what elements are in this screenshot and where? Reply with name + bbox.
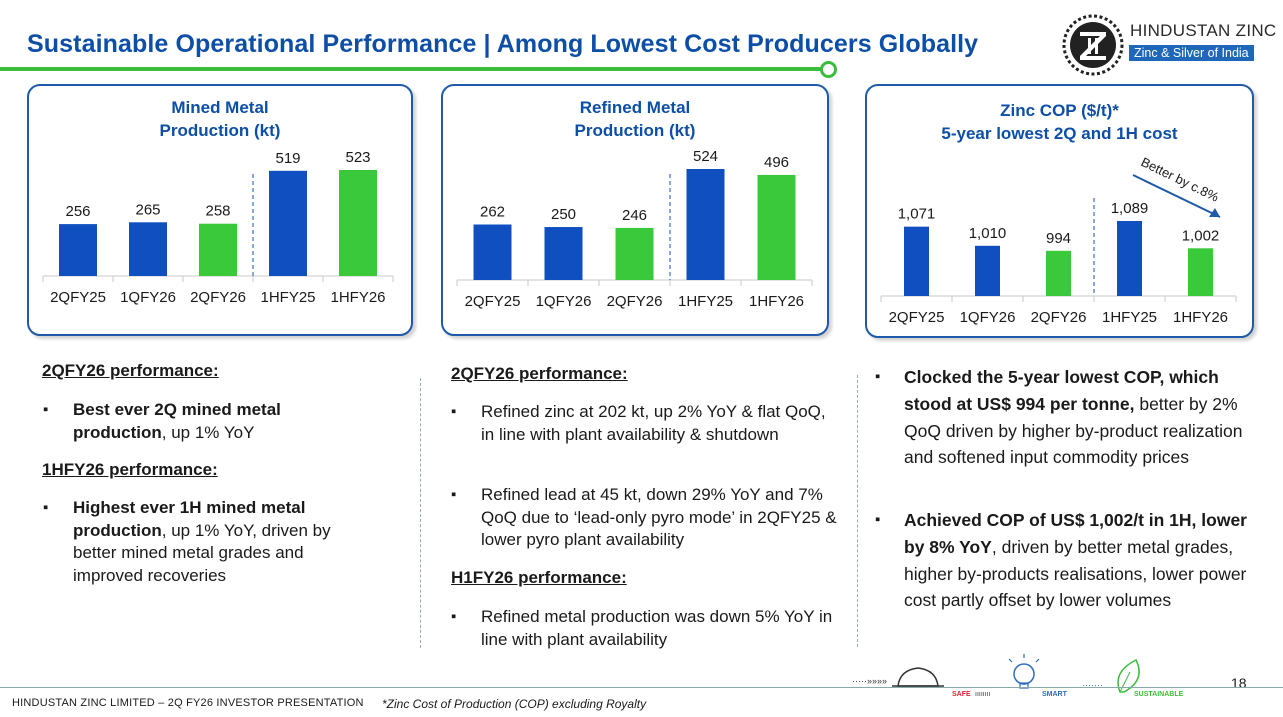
mined-bullet-2-bold: Highest ever 1H mined metal production bbox=[73, 498, 306, 540]
bar-2qfy26 bbox=[1046, 250, 1071, 296]
data-label: 1,089 bbox=[1111, 200, 1149, 217]
data-label: 523 bbox=[345, 149, 370, 166]
logo-tagline: Zinc & Silver of India bbox=[1129, 45, 1254, 61]
data-label: 265 bbox=[135, 201, 160, 218]
arrow-head-icon bbox=[1209, 208, 1220, 217]
bar-1hfy26 bbox=[1188, 248, 1213, 296]
safe-smart-sustainable-graphic: ·····»»»» SAFE ıııııııı SMART ······· SU… bbox=[852, 654, 1184, 698]
category-label: 2QFY26 bbox=[190, 289, 246, 306]
page-number: 18 bbox=[1231, 675, 1247, 691]
category-label: 1QFY26 bbox=[536, 293, 592, 310]
hindustan-zinc-logo-icon bbox=[1062, 14, 1124, 76]
data-label: 256 bbox=[65, 203, 90, 220]
category-label: 1QFY26 bbox=[960, 309, 1016, 326]
page-title: Sustainable Operational Performance | Am… bbox=[27, 30, 979, 58]
category-label: 1HFY26 bbox=[330, 289, 385, 306]
refined-bullet-3: Refined metal production was down 5% YoY… bbox=[451, 606, 841, 651]
bar-2qfy26 bbox=[615, 227, 654, 280]
data-label: 262 bbox=[480, 204, 505, 221]
category-label: 2QFY25 bbox=[889, 309, 945, 326]
footer-company: HINDUSTAN ZINC LIMITED – 2Q FY26 INVESTO… bbox=[12, 697, 364, 709]
category-label: 1HFY25 bbox=[678, 293, 733, 310]
data-label: 1,071 bbox=[898, 206, 936, 223]
bar-2qfy25 bbox=[473, 224, 512, 280]
footer-footnote: *Zinc Cost of Production (COP) excluding… bbox=[382, 697, 647, 711]
cop-bullet-1: Clocked the 5-year lowest COP, which sto… bbox=[875, 364, 1254, 471]
data-label: 994 bbox=[1046, 230, 1071, 247]
bar-2qfy25 bbox=[904, 226, 929, 296]
category-label: 2QFY25 bbox=[50, 289, 106, 306]
cop-bullet-2-rest: , driven by better metal grades, higher … bbox=[904, 536, 1247, 611]
mined-bullet-1-rest: , up 1% YoY bbox=[161, 422, 255, 442]
bar-1hfy26 bbox=[757, 174, 796, 280]
title-underline bbox=[0, 67, 828, 71]
chart-title-line: Mined Metal bbox=[171, 98, 268, 117]
category-label: 1HFY25 bbox=[260, 289, 315, 306]
data-label: 250 bbox=[551, 206, 576, 223]
cop-bullet-1-bold: Clocked the 5-year lowest COP, which sto… bbox=[904, 367, 1219, 414]
chart-title-line: Zinc COP ($/t)* bbox=[1000, 101, 1119, 120]
column-divider-1 bbox=[420, 378, 421, 648]
category-label: 2QFY26 bbox=[607, 293, 663, 310]
category-label: 1HFY26 bbox=[749, 293, 804, 310]
data-label: 519 bbox=[275, 150, 300, 167]
refined-metal-chart: Refined Metal Production (kt) 262 2QFY25 250… bbox=[441, 84, 829, 336]
footer-rule bbox=[0, 687, 1283, 688]
bar-1qfy26 bbox=[544, 227, 583, 280]
data-label: 496 bbox=[764, 154, 789, 171]
column-divider-2 bbox=[857, 375, 858, 647]
category-label: 1HFY25 bbox=[1102, 309, 1157, 326]
data-label: 246 bbox=[622, 207, 647, 224]
category-label: 1QFY26 bbox=[120, 289, 176, 306]
mined-2q-heading: 2QFY26 performance: bbox=[42, 361, 219, 380]
data-label: 524 bbox=[693, 148, 718, 165]
data-label: 258 bbox=[205, 203, 230, 220]
data-label: 1,002 bbox=[1182, 227, 1220, 244]
mined-bullet-2-rest: , up 1% YoY, driven by better mined meta… bbox=[73, 520, 331, 585]
zinc-cop-chart-svg: Zinc COP ($/t)* 5-year lowest 2Q and 1H c… bbox=[880, 101, 1237, 326]
trend-arrow bbox=[1132, 174, 1221, 218]
bar-2qfy25 bbox=[59, 224, 97, 276]
bar-2qfy26 bbox=[199, 223, 237, 276]
bar-1qfy26 bbox=[975, 245, 1000, 296]
category-label: 2QFY26 bbox=[1031, 309, 1087, 326]
mined-metal-chart: Mined Metal Production (kt) 256 2QFY25 265 1Q… bbox=[27, 84, 413, 336]
category-label: 1HFY26 bbox=[1173, 309, 1228, 326]
chart-title-line: Production (kt) bbox=[575, 121, 696, 140]
logo-company-name: HINDUSTAN ZINC bbox=[1130, 21, 1277, 40]
refined-metal-chart-svg: Refined Metal Production (kt) 262 2QFY25 250… bbox=[456, 98, 813, 310]
svg-text:·······: ······· bbox=[1082, 680, 1103, 690]
mined-1h-heading: 1HFY26 performance: bbox=[42, 460, 218, 479]
title-underline-dot bbox=[820, 61, 837, 78]
journey-label-safe: SAFE bbox=[952, 691, 971, 698]
chart-title-line: 5-year lowest 2Q and 1H cost bbox=[941, 124, 1178, 143]
svg-text:·····»»»»: ·····»»»» bbox=[852, 676, 887, 686]
category-label: 2QFY25 bbox=[465, 293, 521, 310]
svg-text:ıııııııı: ıııııııı bbox=[975, 691, 991, 698]
refined-bullet-2: Refined lead at 45 kt, down 29% YoY and … bbox=[451, 484, 841, 552]
bar-1hfy25 bbox=[686, 169, 725, 280]
mined-bullet-2: Highest ever 1H mined metal production, … bbox=[43, 497, 373, 587]
data-label: 1,010 bbox=[969, 225, 1007, 242]
chart-title-line: Refined Metal bbox=[580, 98, 691, 117]
zinc-cop-chart: Zinc COP ($/t)* 5-year lowest 2Q and 1H c… bbox=[865, 84, 1254, 338]
refined-bullet-1: Refined zinc at 202 kt, up 2% YoY & flat… bbox=[451, 401, 841, 446]
mined-bullet-1-bold: Best ever 2Q mined metal production bbox=[73, 400, 281, 442]
cop-bullet-2-bold: Achieved COP of US$ 1,002/t in 1H, lower… bbox=[904, 510, 1247, 557]
helmet-icon bbox=[897, 667, 939, 687]
lightbulb-icon bbox=[1013, 663, 1035, 685]
bar-1qfy26 bbox=[129, 222, 167, 276]
cop-bullet-2: Achieved COP of US$ 1,002/t in 1H, lower… bbox=[875, 507, 1254, 614]
refined-2q-heading: 2QFY26 performance: bbox=[451, 364, 628, 383]
journey-label-smart: SMART bbox=[1042, 691, 1068, 698]
mined-bullet-1: Best ever 2Q mined metal production, up … bbox=[43, 399, 373, 444]
bar-1hfy25 bbox=[1117, 221, 1142, 296]
journey-label-sustainable: SUSTAINABLE bbox=[1134, 691, 1184, 698]
refined-h1-heading: H1FY26 performance: bbox=[451, 568, 627, 587]
chart-title-line: Production (kt) bbox=[160, 121, 281, 140]
bar-1hfy25 bbox=[269, 170, 307, 276]
cop-bullet-1-rest: better by 2% QoQ driven by higher by-pro… bbox=[904, 393, 1243, 468]
mined-metal-chart-svg: Mined Metal Production (kt) 256 2QFY25 265 1Q… bbox=[42, 98, 394, 306]
bar-1hfy26 bbox=[339, 170, 377, 276]
